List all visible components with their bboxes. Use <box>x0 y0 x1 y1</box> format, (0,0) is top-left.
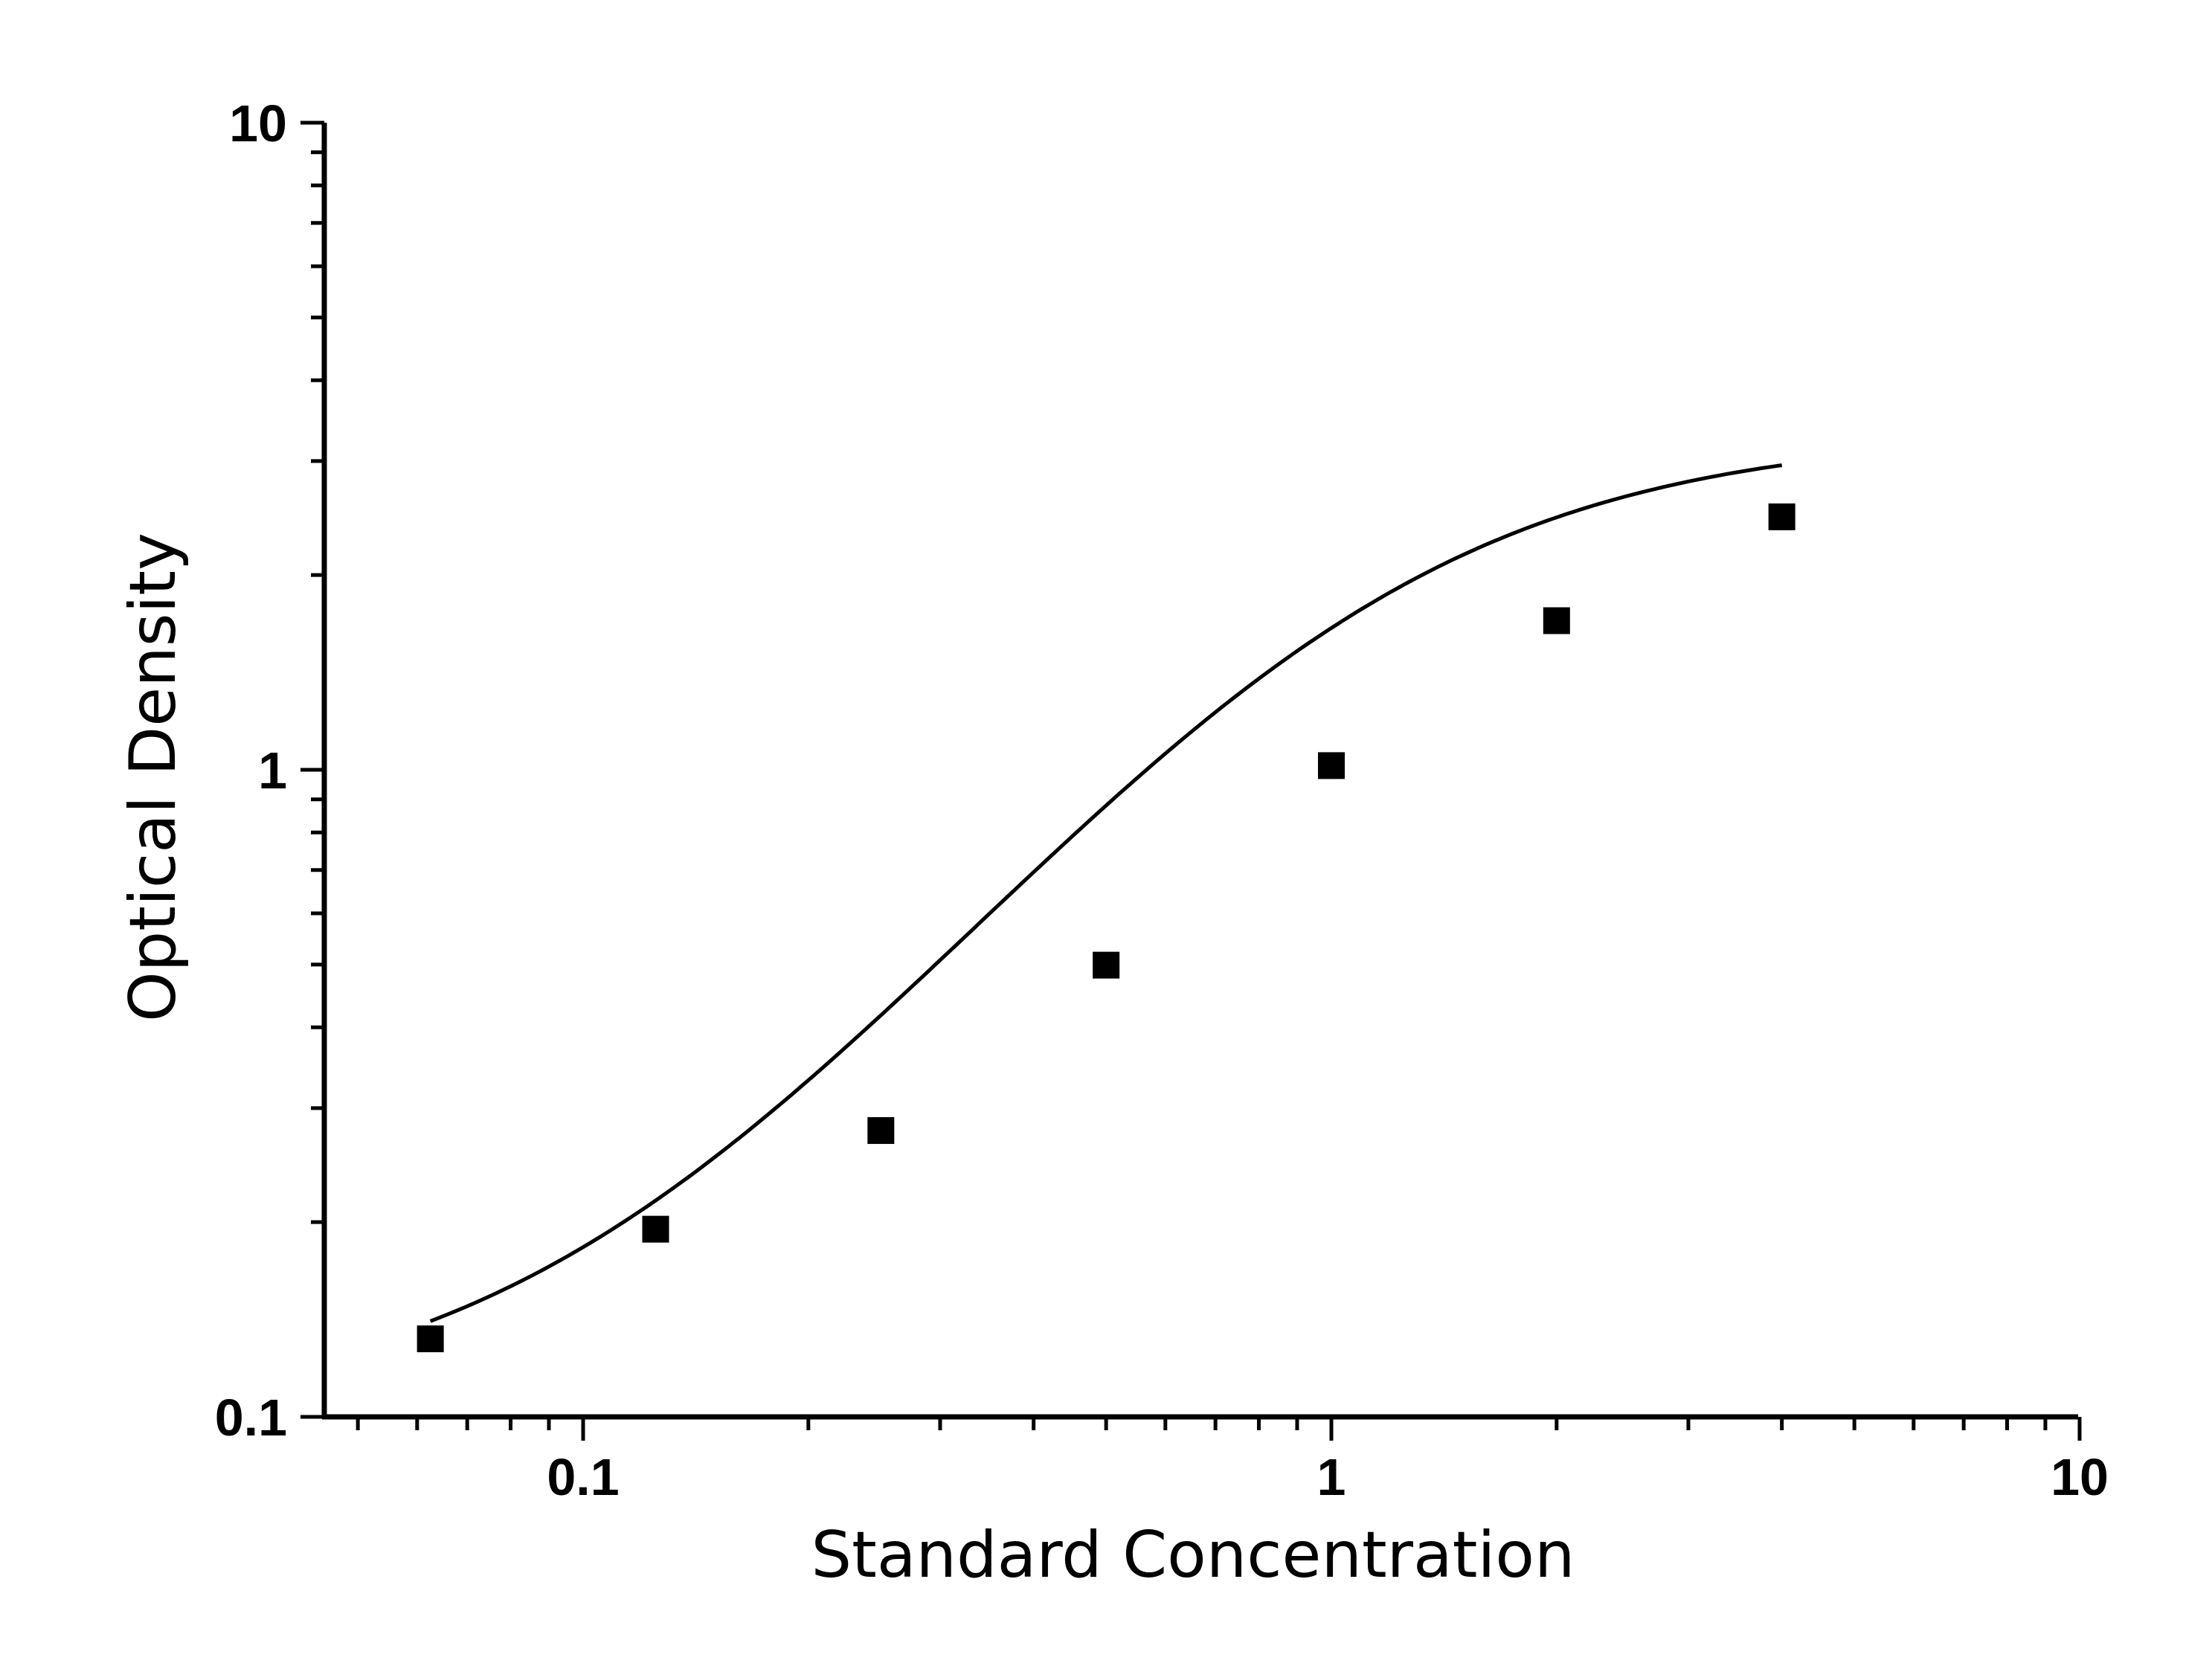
data-point <box>1093 951 1120 979</box>
y-tick-label: 10 <box>229 94 287 152</box>
data-point <box>1768 503 1795 530</box>
axes: 0.1 1 10 0.1 1 10 <box>215 94 2109 1506</box>
data-point <box>417 1325 444 1353</box>
data-point <box>1543 607 1570 634</box>
data-point <box>1318 752 1345 779</box>
y-tick-label: 0.1 <box>215 1389 287 1447</box>
data-point <box>642 1215 669 1243</box>
fit-curve <box>429 463 1783 1323</box>
data-points <box>417 503 1795 1353</box>
x-tick-label: 0.1 <box>547 1448 619 1506</box>
y-axis-title: Optical Density <box>116 533 190 1022</box>
x-tick-label: 10 <box>2051 1448 2109 1506</box>
fit-curve-group <box>429 463 1783 1323</box>
x-tick-label: 1 <box>1317 1448 1346 1506</box>
y-tick-label: 1 <box>258 742 287 800</box>
data-point <box>867 1117 895 1145</box>
x-axis-title: Standard Concentration <box>811 1518 1575 1592</box>
